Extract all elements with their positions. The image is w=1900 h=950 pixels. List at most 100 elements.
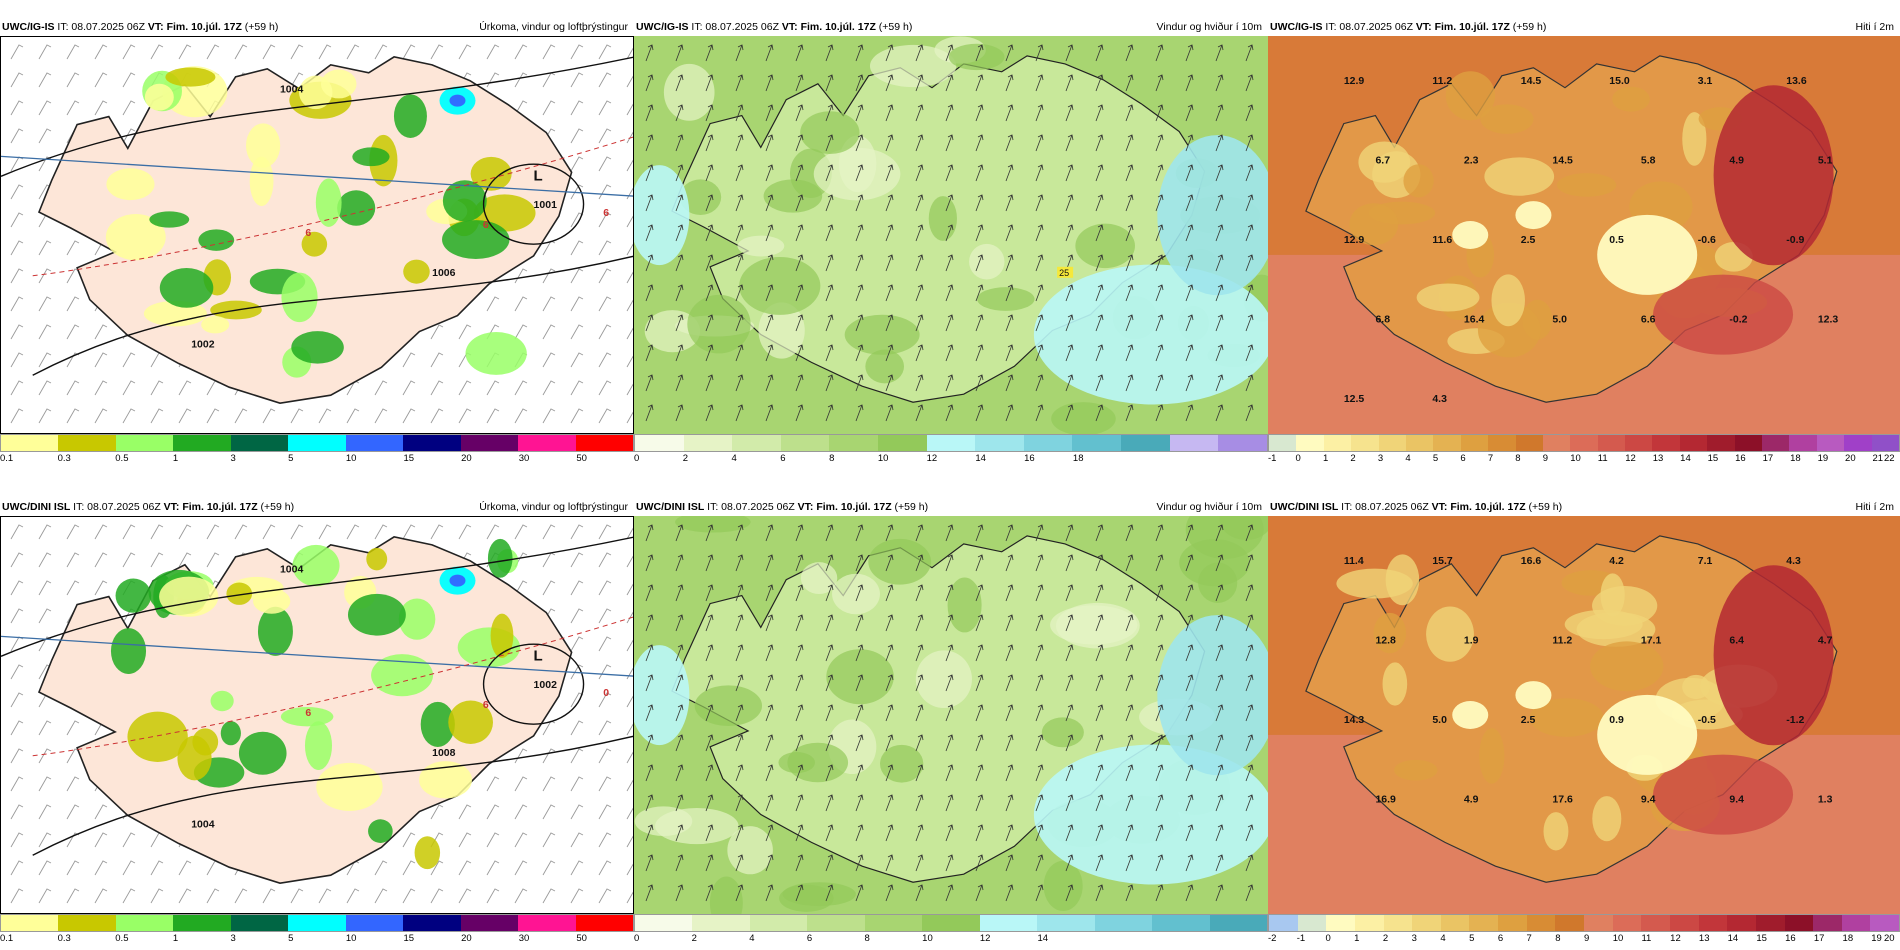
wind-speed-area (727, 826, 773, 875)
precip-area (280, 706, 334, 727)
temperature-area (1543, 812, 1569, 851)
wind-arrow-icon (975, 824, 984, 842)
wind-arrow-icon (825, 374, 834, 392)
temperature-area (1576, 612, 1656, 647)
wind-barb-icon (514, 860, 528, 876)
wind-arrow-icon (1065, 284, 1074, 302)
wind-arrow-icon (855, 404, 864, 422)
wind-arrow-icon (735, 554, 744, 572)
wind-arrow-icon (825, 314, 834, 332)
wind-arrow-icon (1155, 584, 1164, 602)
wind-barb-icon (598, 832, 612, 848)
wind-arrow-icon (705, 224, 714, 242)
wind-arrow-icon (855, 344, 864, 362)
precip-area (487, 538, 513, 578)
wind-barb-icon (598, 268, 612, 284)
wind-arrow-icon (765, 674, 774, 692)
wind-barb-icon (38, 776, 52, 792)
precip-area (352, 147, 390, 167)
wind-arrow-icon (855, 194, 864, 212)
wind-arrow-icon (765, 884, 774, 902)
wind-arrow-icon (975, 44, 984, 62)
model-name: UWC/IG-IS (636, 21, 689, 33)
wind-arrow-icon (1125, 674, 1134, 692)
valid-time: VT: Fim. 10.júl. 17Z (147, 21, 242, 33)
wind-arrow-icon (945, 614, 954, 632)
colorbar-swatch (1641, 915, 1670, 931)
wind-arrow-icon (1185, 134, 1194, 152)
wind-arrow-icon (1215, 704, 1224, 722)
wind-arrow-icon (795, 554, 804, 572)
wind-barb-icon (598, 72, 612, 88)
valid-time: VT: Fim. 10.júl. 17Z (163, 501, 258, 513)
colorbar-ticks: 0.1 0.3 0.5 1 3 5 10 15 20 30 50 (0, 453, 634, 467)
wind-arrow-icon (735, 104, 744, 122)
temperature-label: 2.3 (1464, 154, 1479, 166)
colorbar-tick-label: 10 (345, 933, 357, 944)
wind-arrow-icon (795, 104, 804, 122)
colorbar-tick-label: 5 (1469, 933, 1475, 944)
wind-arrow-icon (945, 854, 954, 872)
wind-barb-icon (38, 268, 52, 284)
temperature-area (1445, 71, 1496, 121)
wind-speed-area-strong (634, 165, 690, 266)
temperature-area (1612, 86, 1650, 112)
wind-barb-icon (570, 268, 584, 284)
wind-arrow-icon (975, 854, 984, 872)
wind-barb-icon (122, 380, 136, 396)
wind-barb-icon (66, 100, 80, 116)
wind-barb-icon (598, 608, 612, 624)
colorbar-tick-label: -1 (1268, 453, 1277, 464)
wind-arrow-icon (975, 884, 984, 902)
temperature-label: 12.3 (1818, 314, 1839, 326)
isobar-label: 0 (603, 687, 609, 699)
wind-barb-icon (66, 860, 80, 876)
wind-speed-area (679, 179, 722, 215)
wind-barb-icon (178, 380, 192, 396)
precip-area (490, 613, 514, 658)
wind-barb-icon (66, 408, 80, 424)
precip-area (238, 731, 287, 775)
wind-barb-icon (570, 720, 584, 736)
wind-arrow-icon (735, 524, 744, 542)
precip-area (299, 75, 333, 110)
wind-arrow-icon (855, 164, 864, 182)
colorbar-swatches (634, 434, 1268, 452)
colorbar-swatch (403, 915, 461, 931)
wind-arrow-icon (975, 584, 984, 602)
wind-arrow-icon (705, 74, 714, 92)
wind-arrow-icon (1215, 734, 1224, 752)
wind-arrow-icon (1005, 314, 1014, 332)
wind-barb-icon (66, 776, 80, 792)
wind-arrow-icon (1125, 584, 1134, 602)
temperature-label: 6.4 (1729, 634, 1744, 646)
wind-arrow-icon (735, 74, 744, 92)
wind-speed-area (915, 650, 972, 709)
wind-barb-icon (122, 128, 136, 144)
wind-arrow-icon (1035, 134, 1044, 152)
wind-barb-icon (38, 352, 52, 368)
wind-arrow-icon (795, 854, 804, 872)
precip-area (198, 229, 235, 251)
colorbar-tick-label: 10 (345, 453, 357, 464)
wind-arrow-icon (1155, 314, 1164, 332)
wind-arrow-icon (1215, 374, 1224, 392)
colorbar-tick-label: 1 (1322, 453, 1329, 464)
wind-arrow-icon (1215, 554, 1224, 572)
init-time: IT: 08.07.2025 06Z (1325, 21, 1413, 33)
glacier-cold-area (1452, 701, 1489, 729)
wind-arrow-icon (795, 314, 804, 332)
wind-barb-icon (626, 807, 633, 820)
wind-arrow-icon (1035, 74, 1044, 92)
wind-arrow-icon (1155, 44, 1164, 62)
temperature-area (1491, 274, 1525, 327)
model-name: UWC/IG-IS (1270, 21, 1323, 33)
colorbar-swatch (230, 435, 289, 451)
wind-arrow-icon (1065, 584, 1074, 602)
colorbar-swatch (1383, 915, 1413, 931)
wind-barb-icon (374, 860, 388, 876)
wind-arrow-icon (1065, 404, 1074, 422)
wind-speed-area (1041, 717, 1084, 748)
colorbar-swatch (1269, 915, 1298, 931)
wind-arrow-icon (825, 284, 834, 302)
